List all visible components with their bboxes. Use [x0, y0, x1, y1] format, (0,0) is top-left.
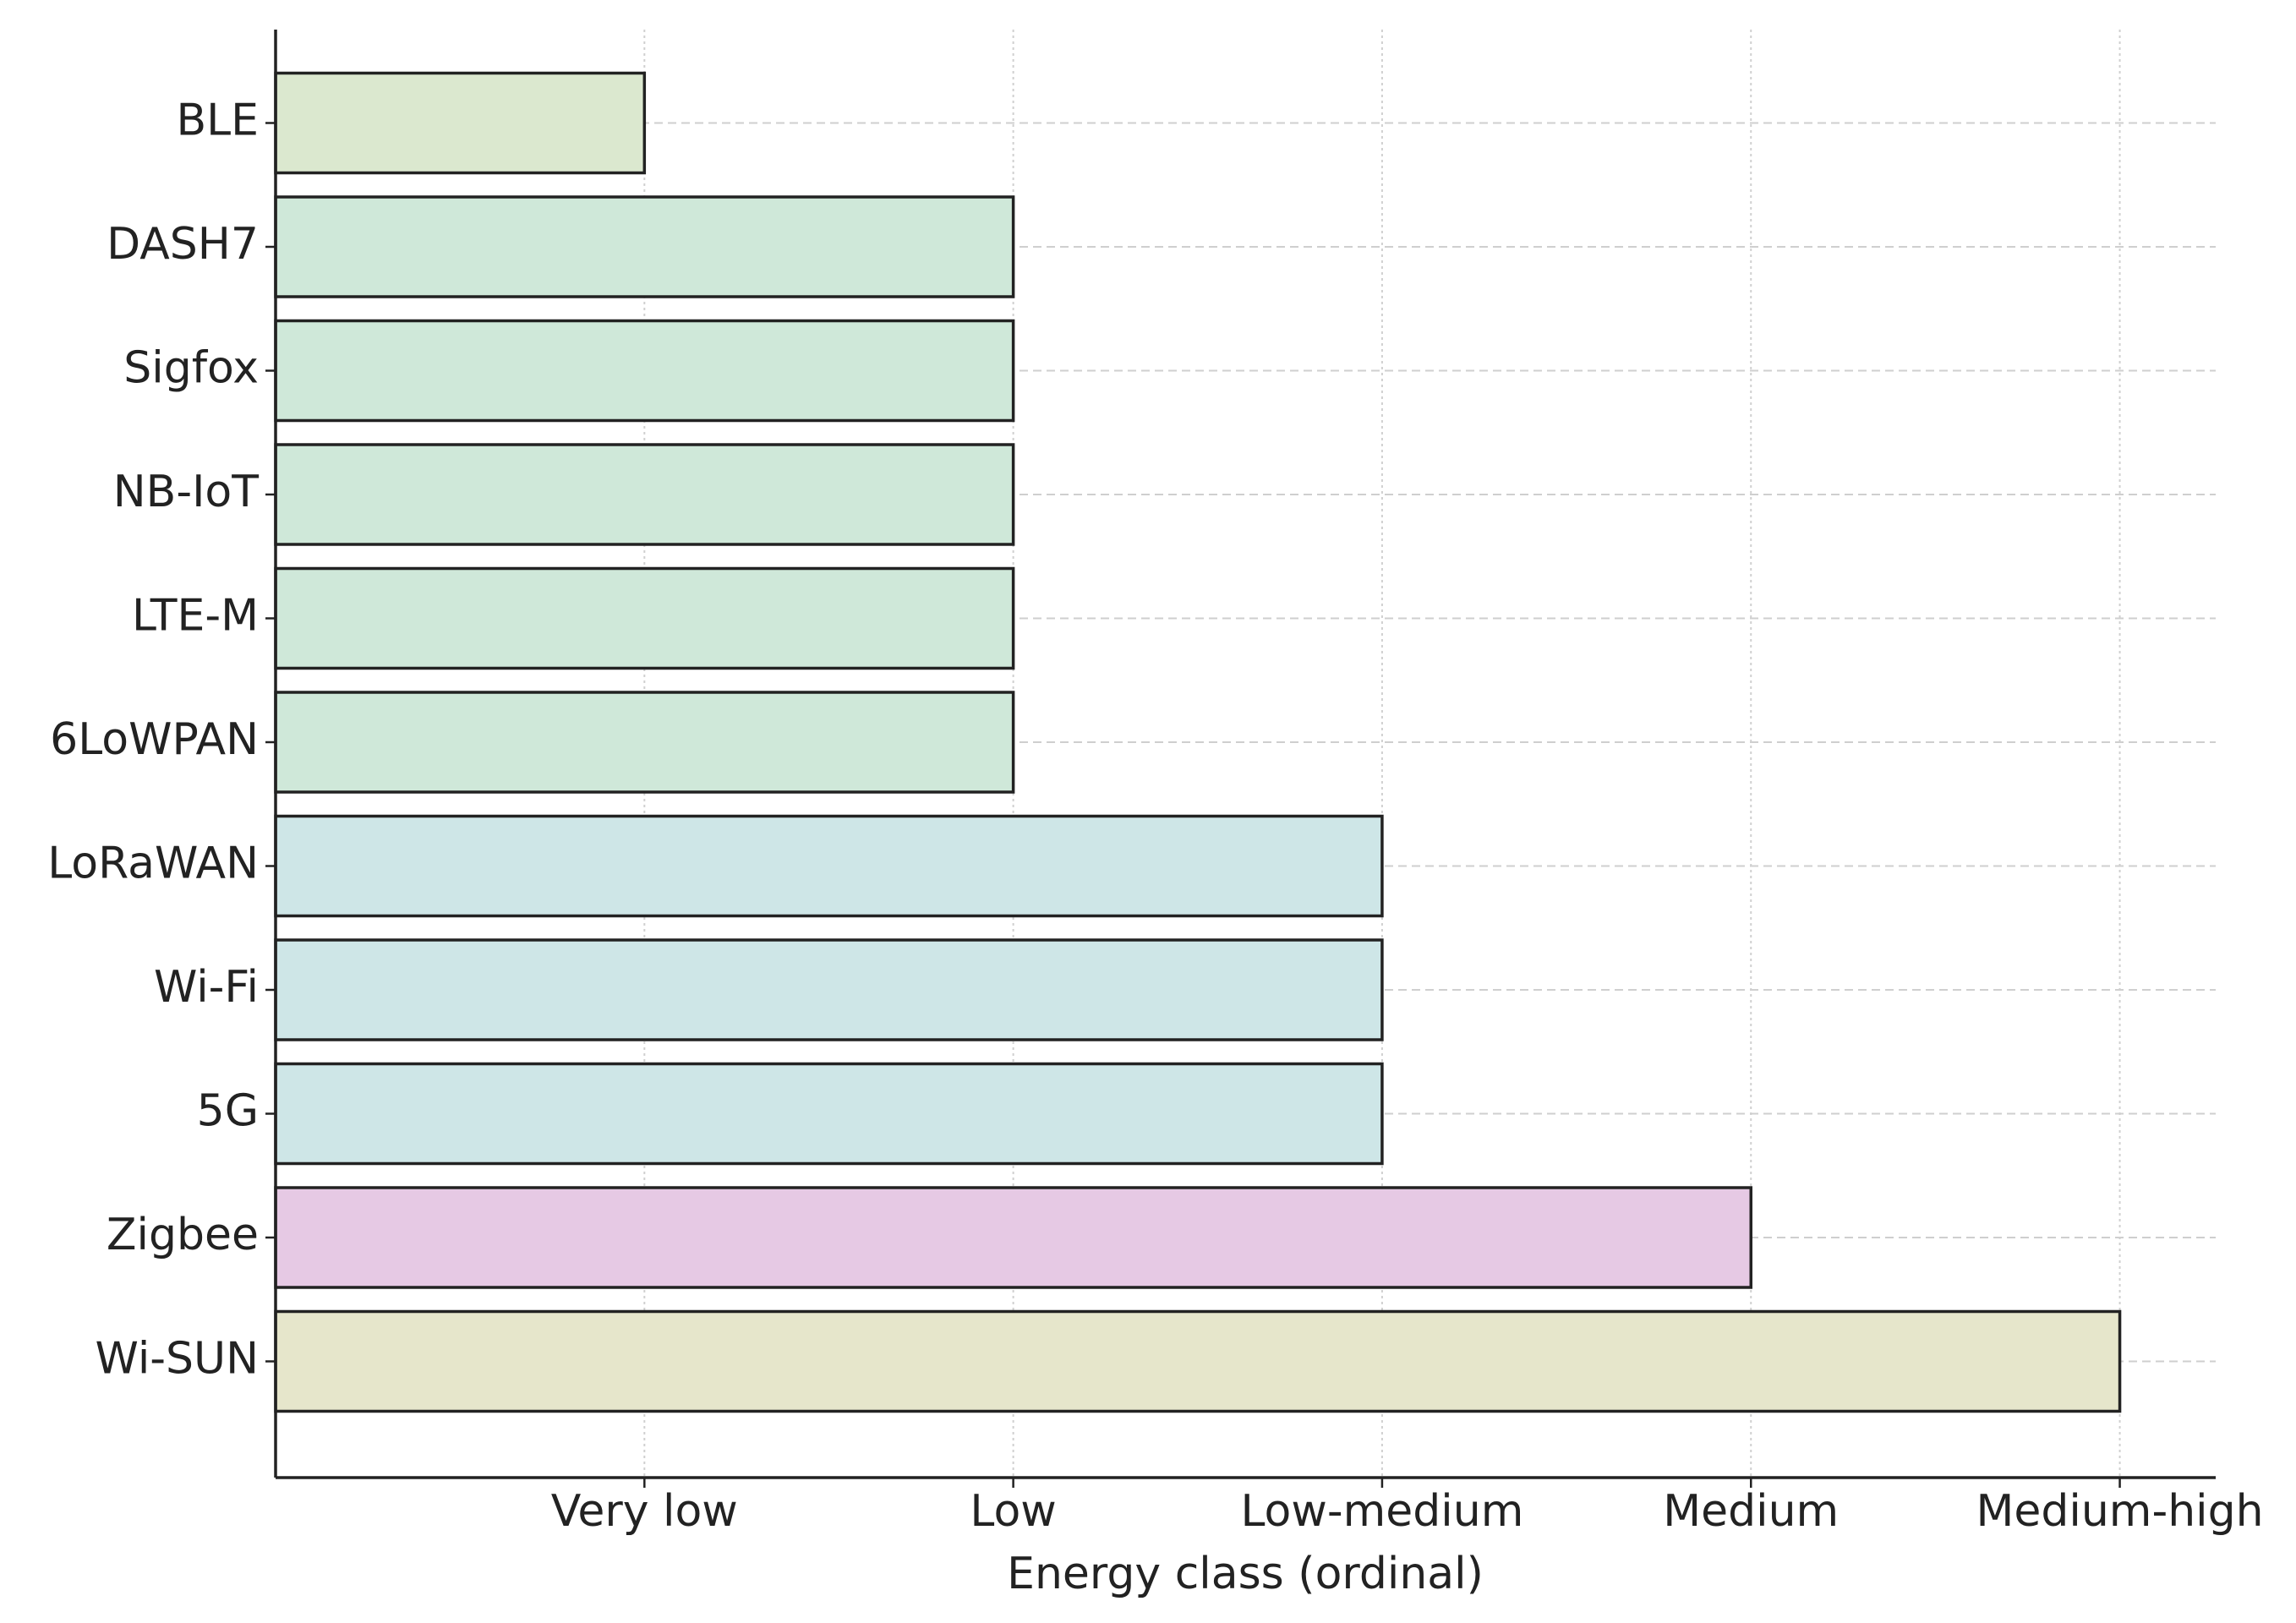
x-tick-label: Low-medium	[1240, 1486, 1523, 1537]
bar	[274, 71, 647, 175]
x-tick-label: Low	[970, 1486, 1056, 1537]
bar	[274, 566, 1015, 670]
bar	[274, 443, 1015, 546]
bar	[274, 691, 1015, 794]
y-tick-label: LoRaWAN	[47, 839, 259, 889]
y-tick-label: LTE-M	[132, 591, 259, 642]
bar	[274, 1309, 2122, 1413]
bar	[274, 1062, 1384, 1166]
y-tick-label: NB-IoT	[113, 467, 259, 517]
y-tick-label: Zigbee	[107, 1210, 259, 1260]
y-tick-label: Wi-SUN	[96, 1334, 259, 1385]
bar	[274, 814, 1384, 918]
y-tick-label: Sigfox	[123, 343, 259, 394]
y-tick-label: 6LoWPAN	[50, 714, 259, 765]
bar	[274, 938, 1384, 1041]
bar	[274, 195, 1015, 298]
y-tick-label: BLE	[177, 96, 260, 146]
bar	[274, 1186, 1752, 1289]
x-tick-label: Medium-high	[1976, 1486, 2264, 1537]
y-tick-label: DASH7	[107, 219, 259, 270]
x-tick-label: Medium	[1663, 1486, 1839, 1537]
y-tick-label: 5G	[197, 1086, 259, 1137]
x-axis-label: Energy class (ordinal)	[1007, 1549, 1484, 1599]
bar	[274, 319, 1015, 423]
x-tick-label: Very low	[551, 1486, 738, 1537]
y-tick-label: Wi-Fi	[154, 962, 259, 1013]
